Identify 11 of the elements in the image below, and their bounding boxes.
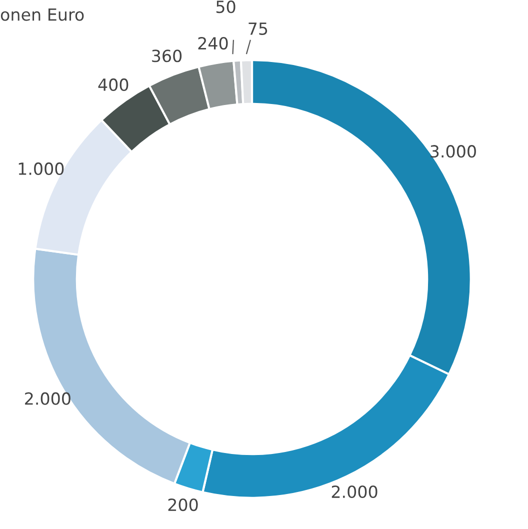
data-label: 1.000 [18, 162, 64, 176]
data-label: 50 [216, 0, 236, 14]
data-label: 2.000 [332, 485, 378, 498]
data-label: 360 [152, 50, 182, 62]
data-label: 240 [198, 36, 228, 50]
chart-title: onen Euro [0, 8, 84, 21]
data-label: 400 [98, 78, 128, 92]
data-label: 2.000 [25, 392, 70, 405]
data-label: 75 [248, 22, 268, 36]
data-label: 200 [168, 498, 198, 512]
data-label: 3.000 [430, 145, 476, 158]
